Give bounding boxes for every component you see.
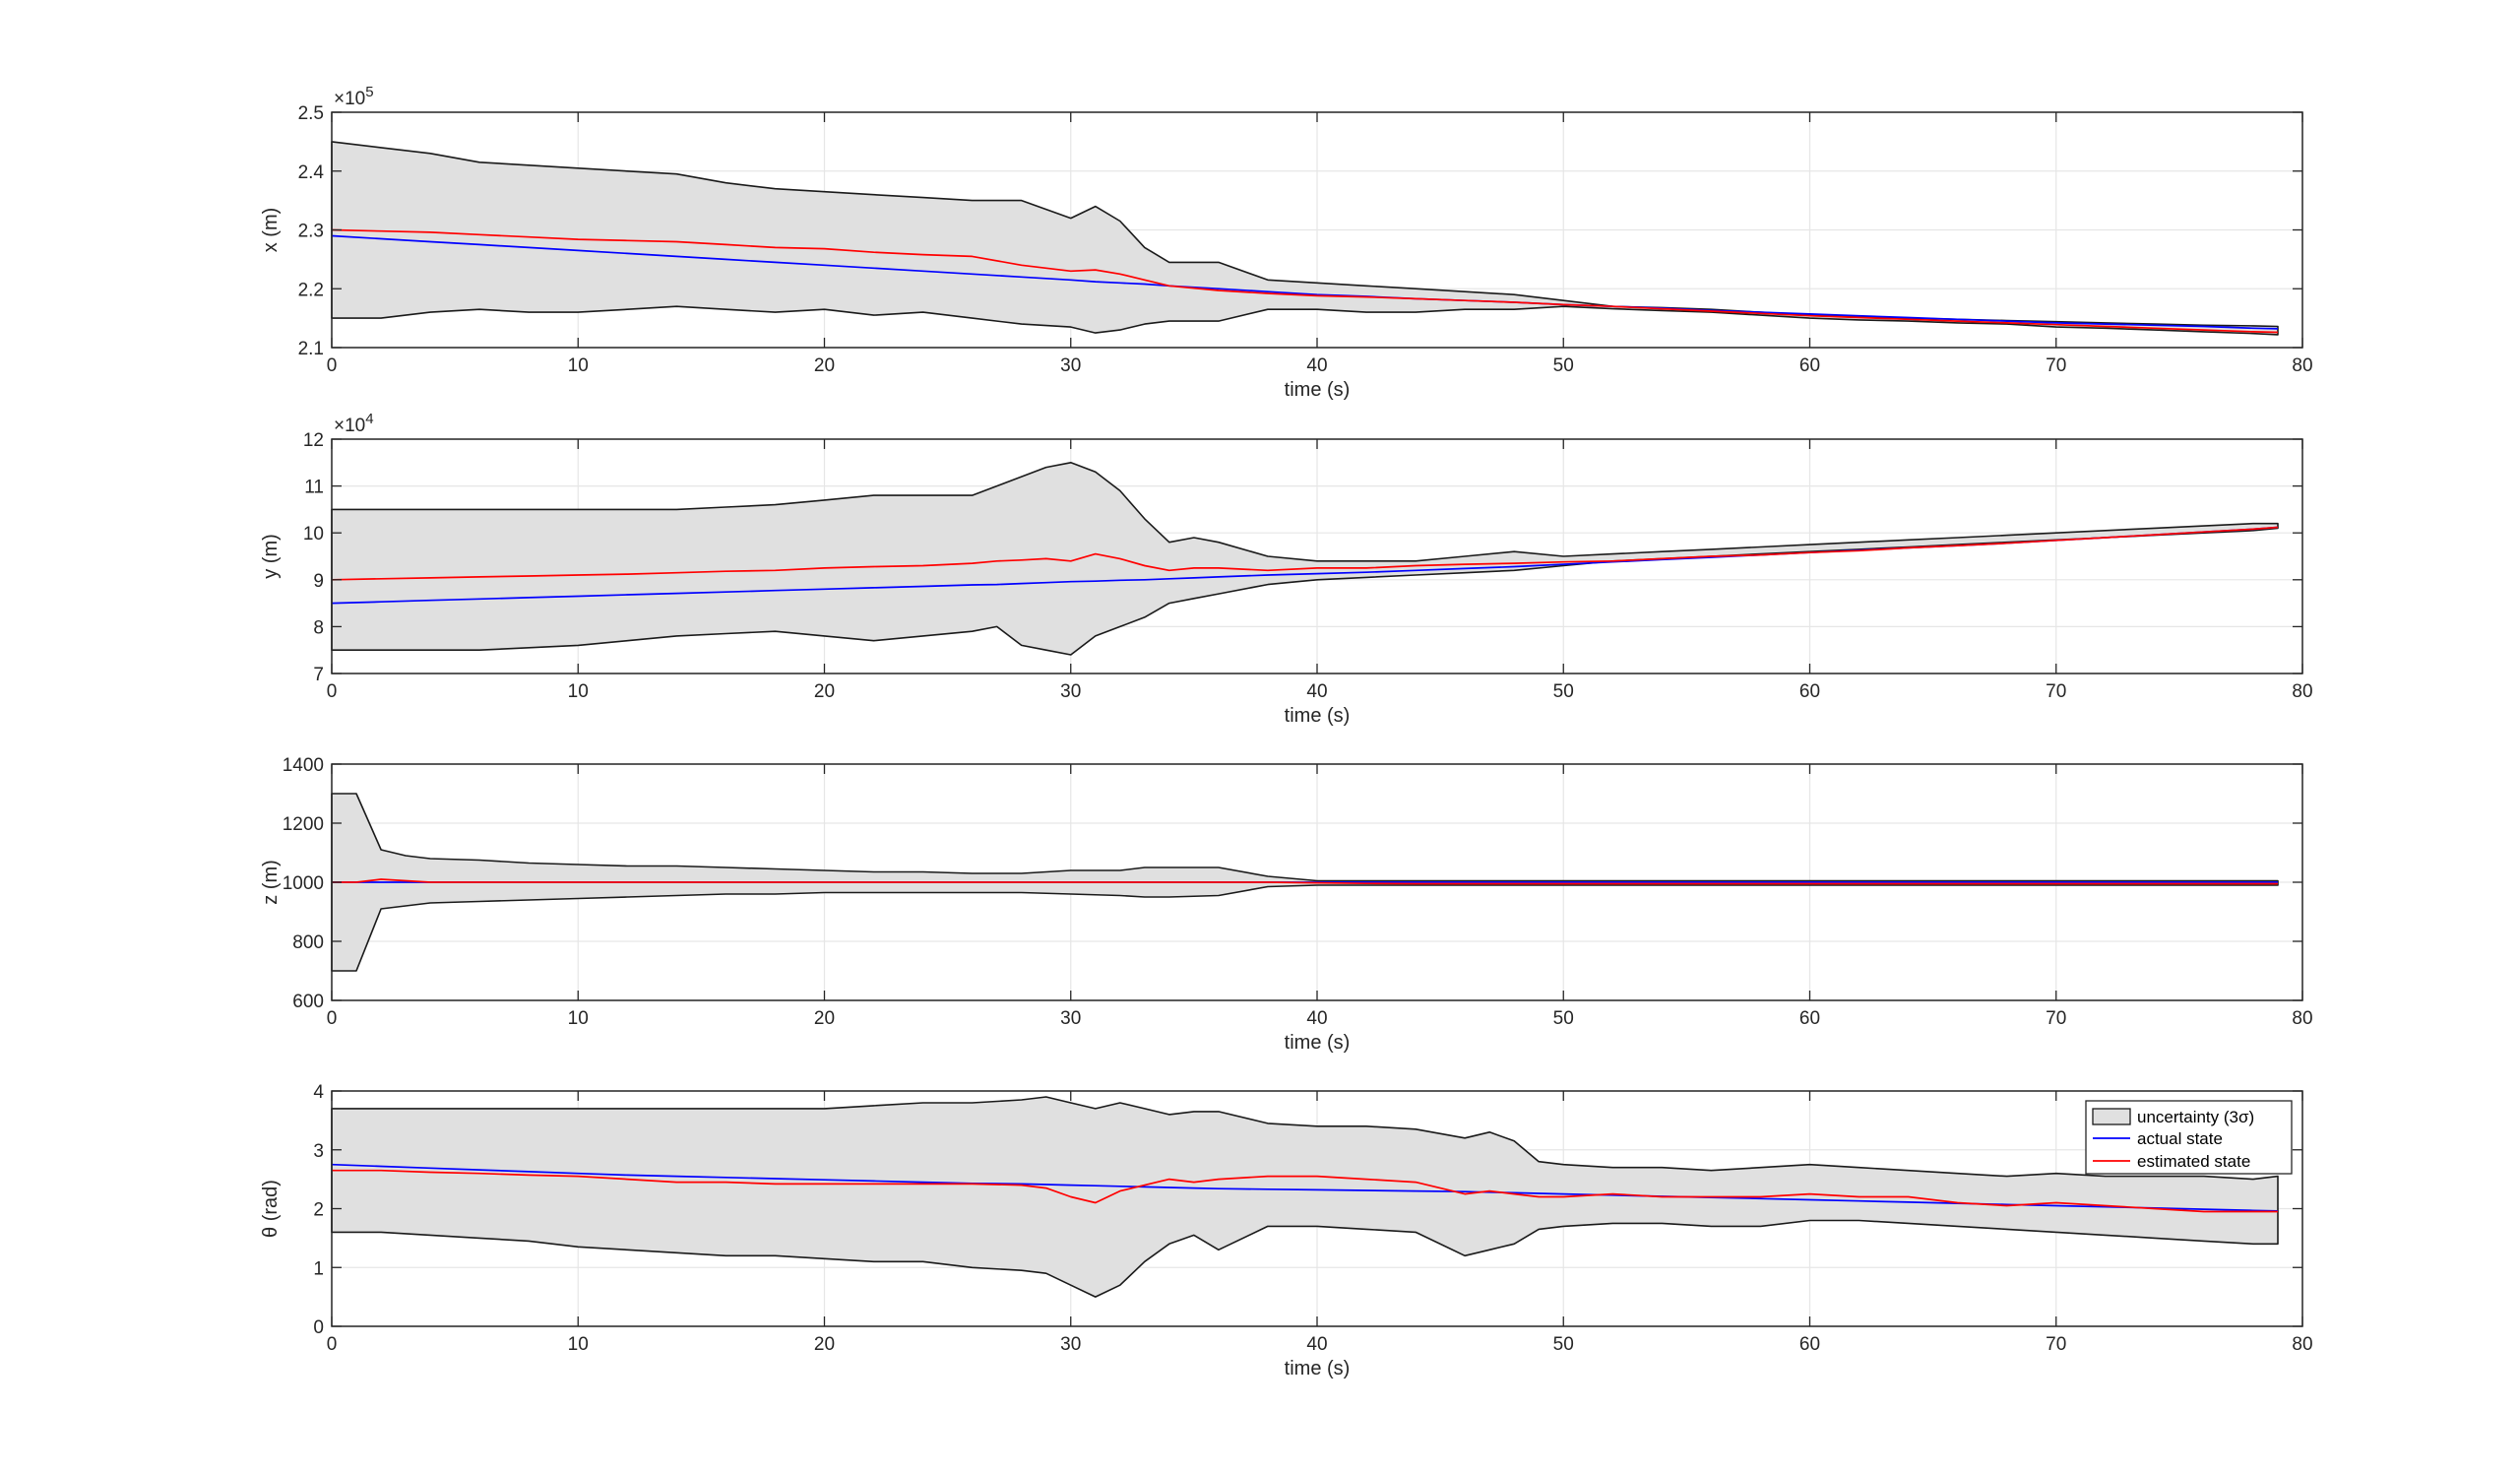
x-tick-label: 20 xyxy=(814,1334,835,1355)
y-tick-label: 2.3 xyxy=(298,222,324,242)
y-tick-label: 2.2 xyxy=(298,280,324,300)
x-tick-label: 0 xyxy=(327,681,338,702)
x-tick-label: 60 xyxy=(1799,355,1820,376)
y-exponent-label: ×105 xyxy=(334,84,374,109)
x-tick-label: 60 xyxy=(1799,1334,1820,1355)
uncertainty-band xyxy=(331,462,2279,656)
y-tick-label: 7 xyxy=(313,665,324,685)
subplot-2: 0 10 20 30 40 50 60 70 80 7 8 9 10 11 12 ×104 time (s) y … xyxy=(260,411,2313,727)
x-tick-label: 40 xyxy=(1306,681,1327,702)
actual-state-line xyxy=(331,234,2279,330)
x-axis-title: time (s) xyxy=(1285,379,1351,401)
y-tick-label: 3 xyxy=(313,1141,324,1162)
x-tick-label: 0 xyxy=(327,355,338,376)
y-tick-label: 2.5 xyxy=(298,103,324,124)
y-tick-label: 9 xyxy=(313,571,324,592)
x-tick-label: 30 xyxy=(1060,681,1081,702)
x-tick-label: 70 xyxy=(2046,355,2066,376)
uncertainty-band xyxy=(331,141,2279,336)
legend-swatch-uncertainty xyxy=(2092,1108,2131,1125)
x-tick-label: 10 xyxy=(568,355,589,376)
y-tick-label: 2.4 xyxy=(298,162,325,183)
y-tick-label: 1 xyxy=(313,1258,324,1279)
y-tick-label: 8 xyxy=(313,617,324,638)
subplot-1: 0 10 20 30 40 50 60 70 80 2.1 2.2 2.3 2.4 2.5 ×105 time… xyxy=(260,84,2313,401)
y-axis-title: z (m) xyxy=(260,860,282,905)
y-tick-label: 11 xyxy=(304,478,324,498)
x-tick-label: 70 xyxy=(2046,1008,2066,1029)
x-tick-label: 50 xyxy=(1553,1334,1574,1355)
x-tick-label: 10 xyxy=(568,1008,589,1029)
y-tick-label: 12 xyxy=(303,430,324,451)
y-tick-label: 1400 xyxy=(283,755,324,776)
estimated-state-line xyxy=(332,1169,2278,1213)
x-tick-label: 50 xyxy=(1553,355,1574,376)
y-tick-label: 10 xyxy=(303,524,324,545)
x-tick-label: 30 xyxy=(1060,1008,1081,1029)
x-tick-label: 50 xyxy=(1553,1008,1574,1029)
y-tick-label: 2 xyxy=(313,1200,324,1221)
x-tick-label: 40 xyxy=(1306,1334,1327,1355)
x-tick-label: 0 xyxy=(327,1334,338,1355)
y-tick-label: 1200 xyxy=(283,814,324,835)
subplot-4: 0 10 20 30 40 50 60 70 80 0 1 2 3 4 time (s) θ (rad) xyxy=(260,1082,2313,1379)
y-axis-title: θ (rad) xyxy=(260,1180,282,1238)
x-tick-label: 10 xyxy=(568,681,589,702)
y-tick-label: 2.1 xyxy=(298,339,324,359)
y-tick-label: 0 xyxy=(313,1317,324,1338)
x-tick-label: 80 xyxy=(2292,1334,2312,1355)
x-tick-label: 20 xyxy=(814,355,835,376)
y-tick-label: 1000 xyxy=(283,873,324,894)
x-tick-label: 80 xyxy=(2292,1008,2312,1029)
subplot-3: 0 10 20 30 40 50 60 70 80 600 800 1000 1200 1400 time … xyxy=(260,755,2313,1054)
x-tick-label: 30 xyxy=(1060,355,1081,376)
uncertainty-band xyxy=(331,1096,2279,1298)
x-tick-label: 30 xyxy=(1060,1334,1081,1355)
x-tick-label: 20 xyxy=(814,1008,835,1029)
y-exponent-label: ×104 xyxy=(334,411,374,436)
x-tick-label: 20 xyxy=(814,681,835,702)
legend-label: estimated state xyxy=(2137,1152,2250,1171)
x-tick-label: 40 xyxy=(1306,355,1327,376)
y-tick-label: 4 xyxy=(313,1082,324,1103)
x-axis-title: time (s) xyxy=(1285,1032,1351,1054)
y-axis-title: x (m) xyxy=(260,208,282,253)
legend-label: actual state xyxy=(2137,1129,2223,1148)
x-tick-label: 80 xyxy=(2292,681,2312,702)
x-tick-label: 60 xyxy=(1799,681,1820,702)
x-axis-title: time (s) xyxy=(1285,705,1351,727)
x-tick-label: 60 xyxy=(1799,1008,1820,1029)
x-tick-label: 80 xyxy=(2292,355,2312,376)
estimated-state-line xyxy=(331,526,2279,581)
x-tick-label: 0 xyxy=(327,1008,338,1029)
y-tick-label: 600 xyxy=(292,992,324,1012)
x-tick-label: 70 xyxy=(2046,681,2066,702)
y-exponent-power: 4 xyxy=(365,411,373,427)
y-exponent-power: 5 xyxy=(365,84,373,100)
x-axis-title: time (s) xyxy=(1285,1358,1351,1379)
x-tick-label: 70 xyxy=(2046,1334,2066,1355)
x-tick-label: 10 xyxy=(568,1334,589,1355)
x-tick-label: 50 xyxy=(1553,681,1574,702)
legend-label: uncertainty (3σ) xyxy=(2137,1108,2254,1126)
x-tick-label: 40 xyxy=(1306,1008,1327,1029)
legend: uncertainty (3σ) actual state estimated st… xyxy=(2085,1100,2293,1175)
y-axis-title: y (m) xyxy=(260,534,282,579)
actual-state-line xyxy=(331,1163,2279,1212)
y-tick-label: 800 xyxy=(292,932,324,953)
estimated-state-line xyxy=(331,228,2279,334)
estimated-state-line xyxy=(332,878,2278,885)
